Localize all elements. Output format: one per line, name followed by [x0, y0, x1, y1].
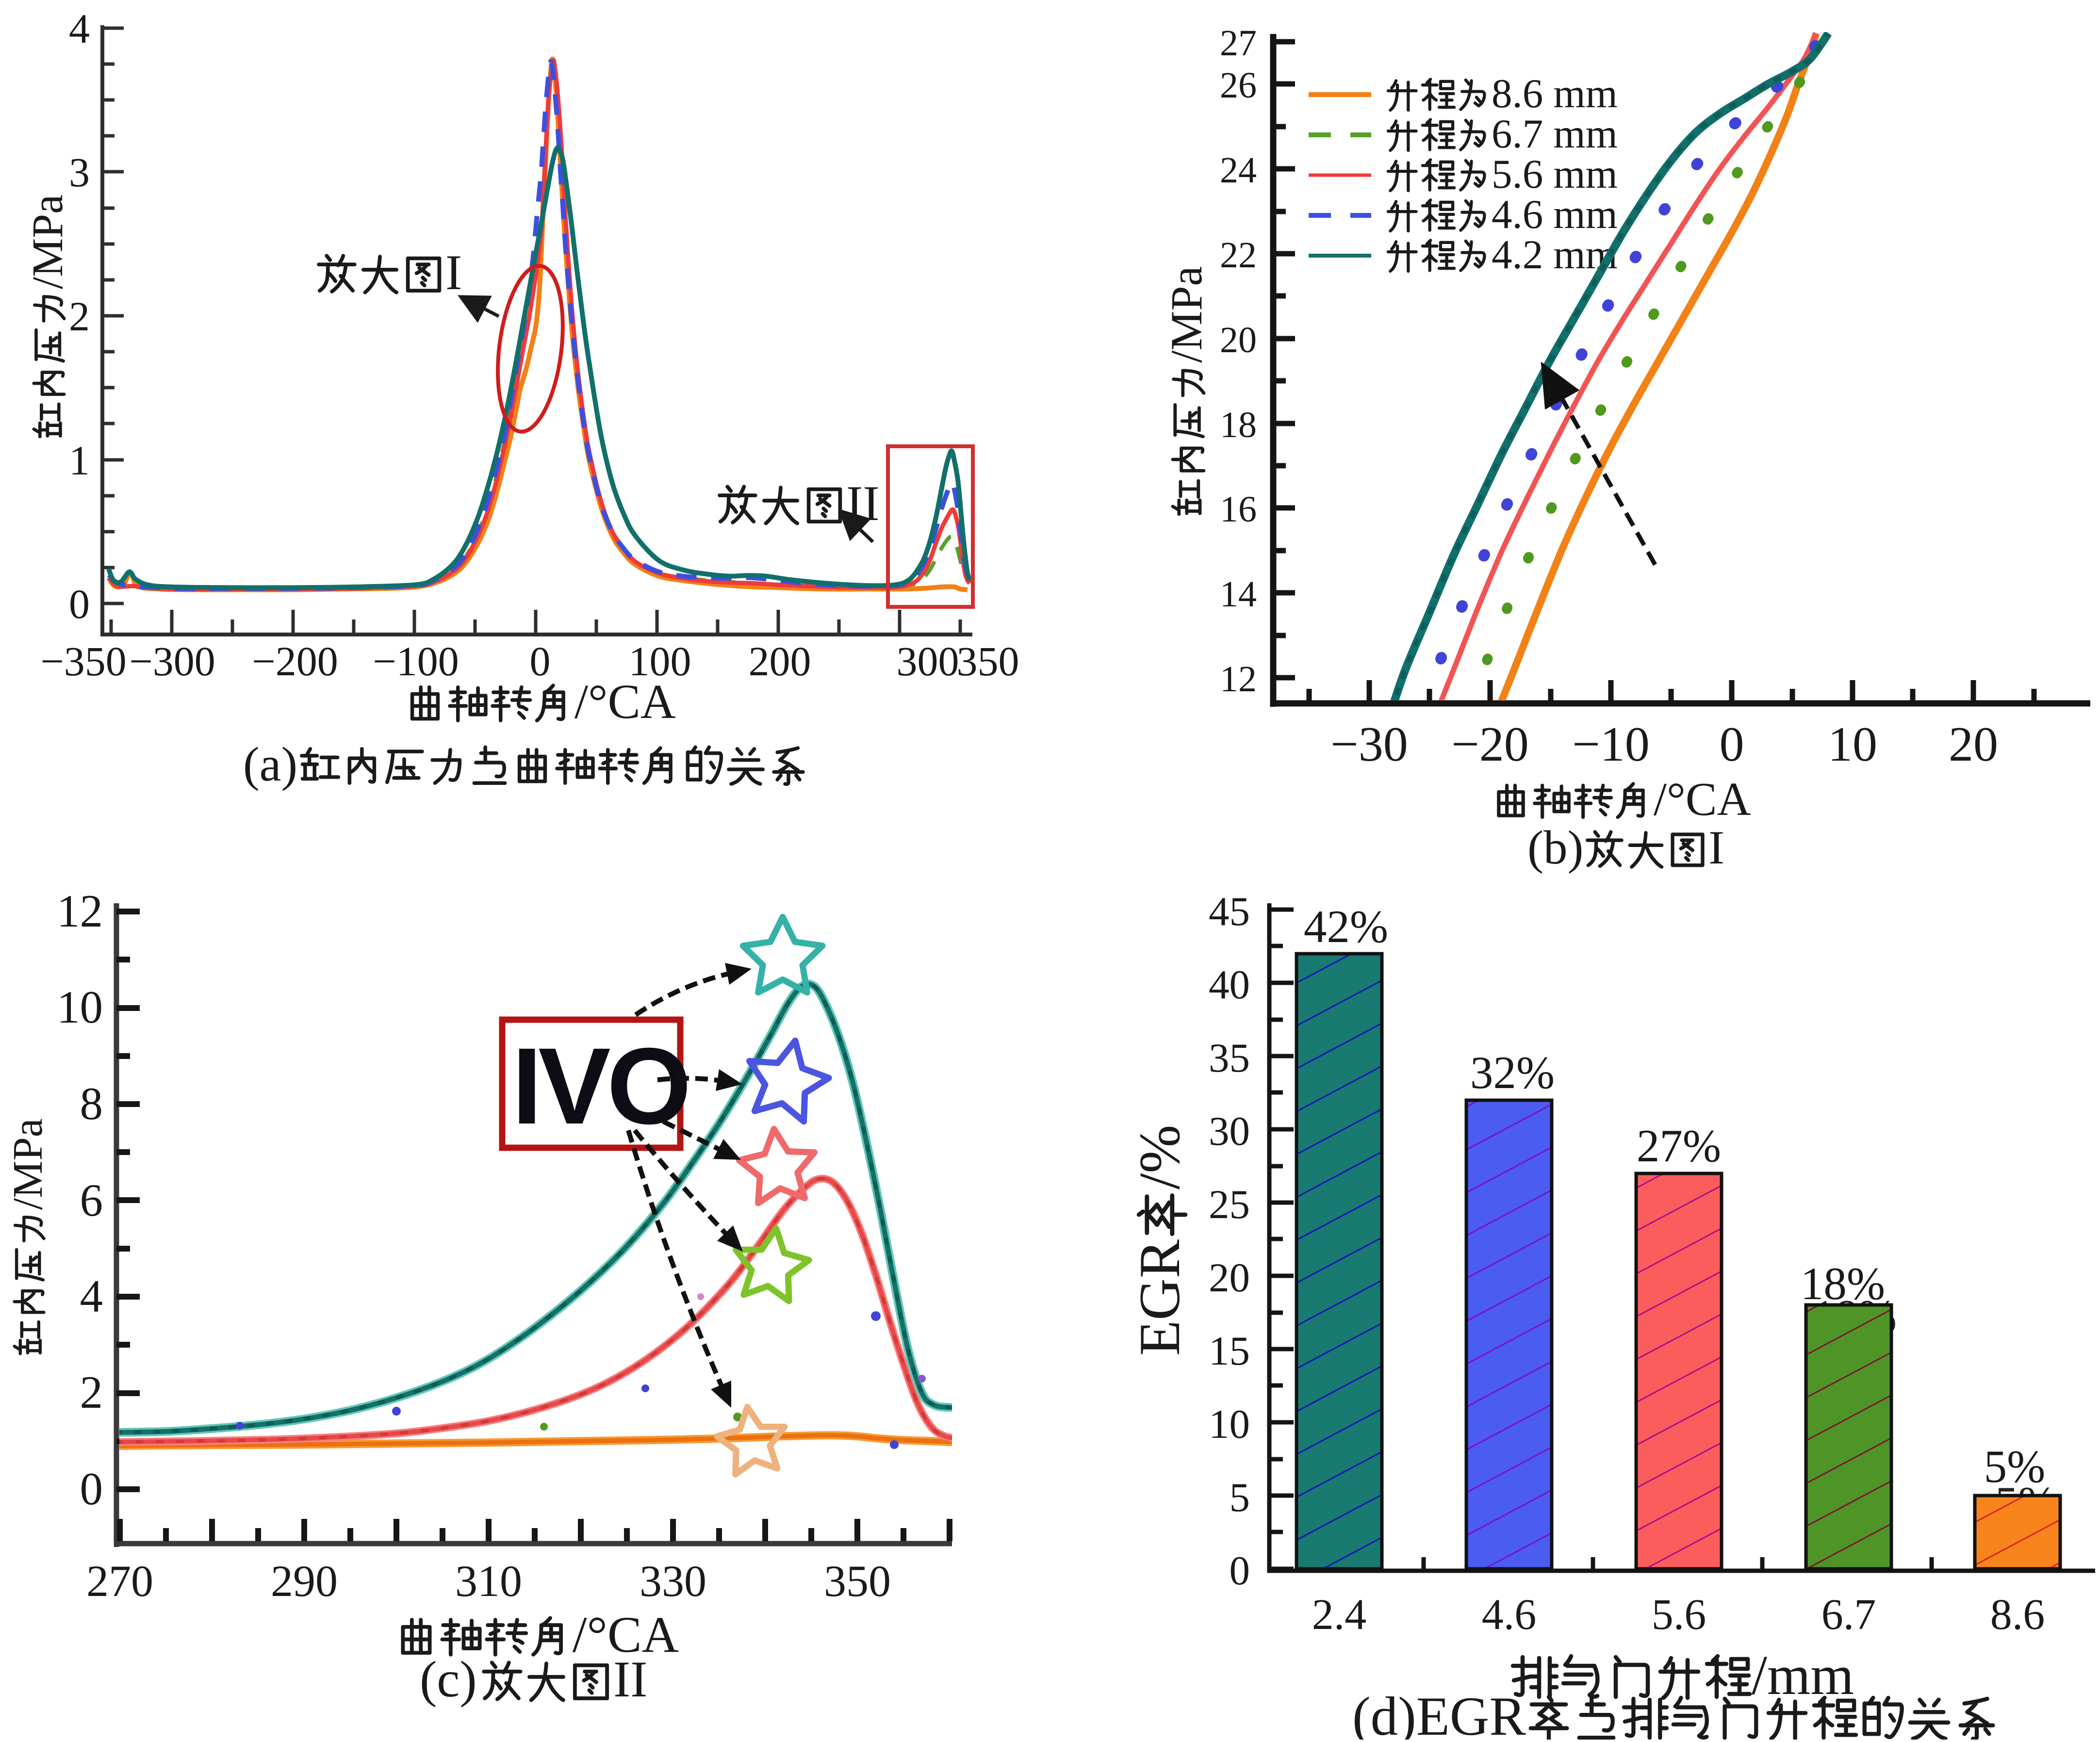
svg-text:(d)EGR: (d)EGR: [1352, 1686, 1526, 1740]
svg-text:−30: −30: [1330, 717, 1408, 772]
svg-text:5%: 5%: [1984, 1441, 2046, 1492]
svg-text:/°CA: /°CA: [574, 674, 676, 729]
svg-text:40: 40: [1209, 962, 1250, 1008]
svg-text:290: 290: [271, 1556, 338, 1606]
svg-text:35: 35: [1209, 1035, 1250, 1081]
svg-text:EGR: EGR: [1127, 1239, 1192, 1356]
svg-text:270: 270: [86, 1556, 153, 1606]
svg-text:−100: −100: [373, 638, 459, 684]
svg-text:/°CA: /°CA: [1654, 773, 1751, 825]
svg-text:8: 8: [80, 1078, 103, 1129]
svg-text:5.6: 5.6: [1652, 1591, 1706, 1639]
svg-text:−300: −300: [129, 638, 215, 684]
svg-text:10: 10: [1828, 717, 1877, 772]
svg-text:310: 310: [455, 1556, 522, 1606]
svg-text:6.7 mm: 6.7 mm: [1492, 111, 1618, 157]
svg-text:8.6 mm: 8.6 mm: [1492, 71, 1618, 116]
svg-text:/MPa: /MPa: [1162, 266, 1211, 363]
svg-text:/°CA: /°CA: [573, 1606, 679, 1663]
svg-text:2.4: 2.4: [1312, 1591, 1367, 1639]
svg-text:15: 15: [1209, 1328, 1250, 1374]
svg-text:2: 2: [80, 1367, 103, 1418]
svg-text:45: 45: [1209, 889, 1250, 934]
svg-text:12: 12: [57, 885, 103, 937]
svg-text:16: 16: [1220, 489, 1257, 530]
svg-text:4: 4: [80, 1270, 103, 1322]
svg-text:−20: −20: [1451, 717, 1529, 772]
svg-text:0: 0: [530, 638, 551, 684]
svg-text:(a): (a): [243, 737, 297, 791]
svg-text:2: 2: [69, 293, 90, 340]
svg-text:−10: −10: [1572, 717, 1650, 772]
svg-text:6.7: 6.7: [1821, 1591, 1876, 1639]
svg-text:−200: −200: [252, 638, 338, 684]
svg-text:14: 14: [1220, 574, 1257, 615]
svg-text:330: 330: [640, 1556, 706, 1606]
svg-text:/mm: /mm: [1752, 1644, 1854, 1706]
svg-text:/%: /%: [1127, 1125, 1192, 1189]
svg-text:20: 20: [1220, 320, 1257, 360]
svg-text:100: 100: [629, 638, 691, 684]
svg-text:4: 4: [69, 5, 90, 52]
svg-text:18%: 18%: [1801, 1258, 1885, 1309]
svg-text:I: I: [445, 245, 462, 300]
svg-text:30: 30: [1209, 1108, 1250, 1154]
svg-text:0: 0: [80, 1463, 103, 1514]
svg-text:0: 0: [1720, 717, 1744, 772]
svg-text:10: 10: [1209, 1401, 1250, 1447]
svg-text:42%: 42%: [1304, 901, 1388, 952]
svg-text:20: 20: [1209, 1255, 1250, 1301]
svg-text:6: 6: [80, 1174, 103, 1226]
svg-text:32%: 32%: [1470, 1047, 1555, 1098]
svg-text:−350: −350: [40, 638, 127, 684]
svg-text:4.6: 4.6: [1482, 1591, 1537, 1639]
svg-text:IVO: IVO: [512, 1026, 688, 1147]
svg-text:5.6 mm: 5.6 mm: [1492, 151, 1618, 197]
svg-text:I: I: [1708, 821, 1724, 874]
svg-text:10: 10: [57, 981, 103, 1033]
svg-text:300: 300: [897, 638, 959, 684]
svg-text:22: 22: [1220, 235, 1257, 276]
svg-text:350: 350: [824, 1556, 891, 1606]
svg-text:4.2 mm: 4.2 mm: [1492, 232, 1618, 277]
svg-text:0: 0: [1230, 1548, 1250, 1594]
svg-text:26: 26: [1220, 65, 1257, 106]
svg-text:II: II: [613, 1651, 648, 1708]
svg-text:350: 350: [957, 638, 1019, 684]
svg-text:3: 3: [69, 149, 90, 195]
svg-text:12: 12: [1220, 659, 1257, 700]
svg-text:27: 27: [1220, 23, 1257, 64]
svg-text:4.6 mm: 4.6 mm: [1492, 192, 1618, 237]
svg-text:1: 1: [69, 437, 90, 484]
svg-text:(b): (b): [1527, 821, 1583, 874]
svg-text:0: 0: [69, 581, 90, 627]
svg-text:5: 5: [1230, 1475, 1250, 1520]
svg-text:8.6: 8.6: [1990, 1591, 2045, 1639]
svg-text:/MPa: /MPa: [4, 1118, 51, 1210]
svg-text:25: 25: [1209, 1182, 1250, 1227]
svg-text:(c): (c): [420, 1651, 477, 1708]
svg-text:24: 24: [1220, 150, 1257, 191]
svg-text:18: 18: [1220, 405, 1257, 445]
svg-text:200: 200: [749, 638, 811, 684]
svg-text:/MPa: /MPa: [24, 195, 72, 289]
svg-text:20: 20: [1949, 717, 1998, 772]
svg-text:27%: 27%: [1637, 1120, 1721, 1172]
